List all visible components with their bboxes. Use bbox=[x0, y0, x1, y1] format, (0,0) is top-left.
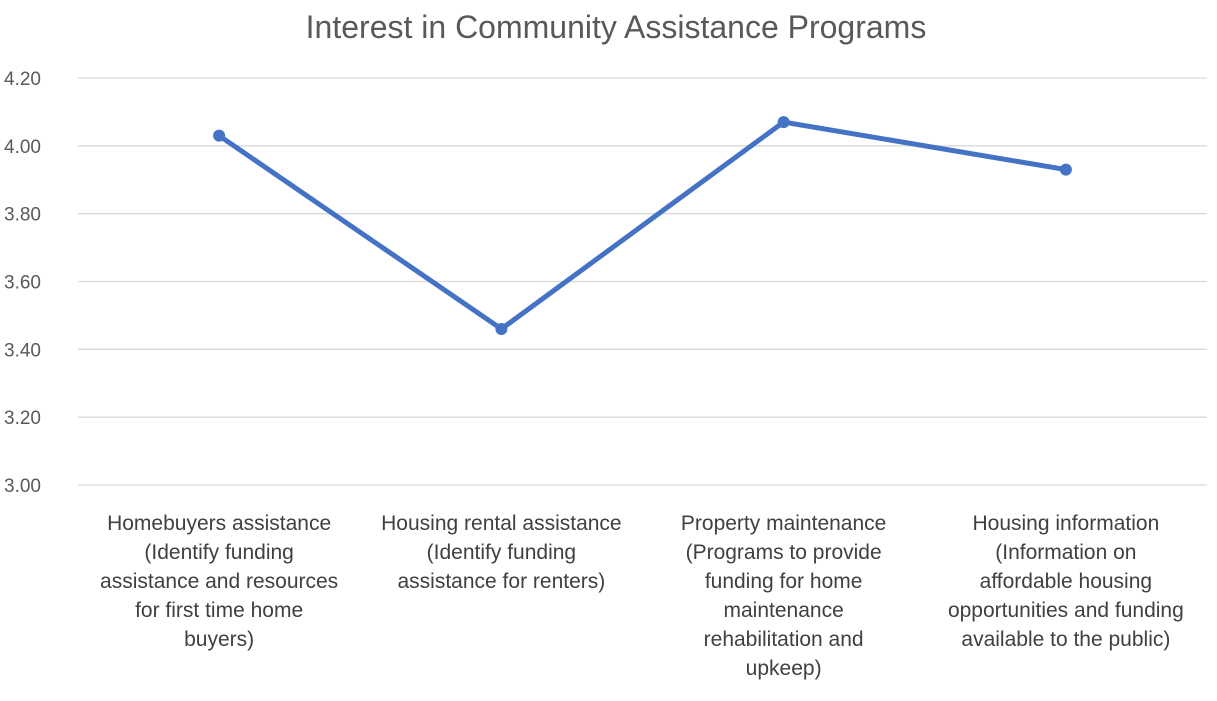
x-category-label-line: assistance and resources bbox=[100, 570, 338, 593]
x-category-label-line: Housing information bbox=[972, 512, 1159, 535]
x-category-label-line: (Information on bbox=[995, 541, 1136, 564]
y-tick-label: 3.40 bbox=[4, 340, 41, 361]
x-category-label-line: available to the public) bbox=[961, 628, 1170, 651]
data-point-1 bbox=[495, 322, 508, 335]
x-axis-category-labels: Homebuyers assistance (Identify funding as… bbox=[100, 512, 1184, 680]
x-category-label-line: maintenance bbox=[724, 599, 844, 622]
x-category-label-line: funding for home bbox=[705, 570, 863, 593]
series-layer bbox=[213, 116, 1072, 335]
x-category-label-line: (Identify funding bbox=[427, 541, 576, 564]
x-category-label-line: opportunities and funding bbox=[948, 599, 1184, 622]
x-category-label-line: assistance for renters) bbox=[398, 570, 606, 593]
x-category-label-line: buyers) bbox=[184, 628, 254, 651]
x-category-label-line: (Identify funding bbox=[144, 541, 293, 564]
x-category-label-line: for first time home bbox=[135, 599, 303, 622]
data-point-3 bbox=[1059, 163, 1072, 176]
y-tick-label: 3.00 bbox=[4, 476, 41, 497]
x-category-label-line: rehabilitation and bbox=[704, 628, 864, 651]
x-category-label-line: affordable housing bbox=[980, 570, 1152, 593]
x-category-label-3: Housing information (Information on afford… bbox=[948, 512, 1184, 651]
y-tick-label: 4.00 bbox=[4, 137, 41, 158]
y-tick-label: 3.20 bbox=[4, 408, 41, 429]
x-category-label-0: Homebuyers assistance (Identify funding as… bbox=[100, 512, 338, 651]
data-point-2 bbox=[777, 116, 790, 129]
y-axis-tick-labels: 3.00 3.20 3.40 3.60 3.80 4.00 4.20 bbox=[4, 69, 41, 497]
x-category-label-2: Property maintenance (Programs to provide… bbox=[681, 512, 886, 680]
x-category-label-line: Housing rental assistance bbox=[381, 512, 621, 535]
y-tick-label: 3.80 bbox=[4, 205, 41, 226]
y-tick-label: 3.60 bbox=[4, 273, 41, 294]
x-category-label-line: Homebuyers assistance bbox=[107, 512, 331, 535]
x-category-label-line: upkeep) bbox=[746, 657, 822, 680]
y-tick-label: 4.20 bbox=[4, 69, 41, 90]
series-line bbox=[216, 119, 1069, 332]
data-point-0 bbox=[213, 129, 226, 142]
x-category-label-line: Property maintenance bbox=[681, 512, 886, 535]
x-category-label-1: Housing rental assistance (Identify fundi… bbox=[381, 512, 621, 593]
x-category-label-line: (Programs to provide bbox=[686, 541, 882, 564]
chart-title: Interest in Community Assistance Program… bbox=[306, 9, 927, 45]
gridlines bbox=[78, 77, 1207, 486]
